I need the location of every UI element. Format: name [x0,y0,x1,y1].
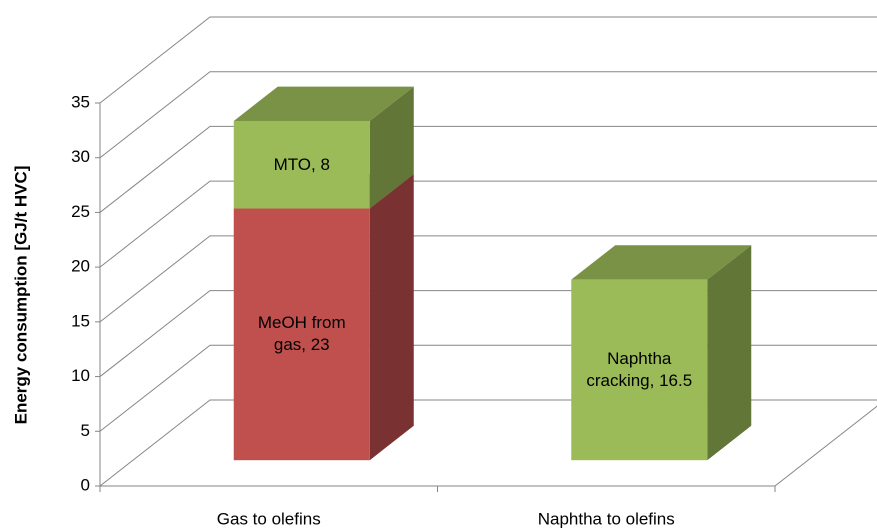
y-tick-label: 15 [71,311,90,330]
grid-line [99,235,877,323]
floor [100,405,877,487]
grid-line [99,125,877,213]
data-label: MeOH from gas, 23 [257,313,346,355]
y-tick-label: 25 [71,202,90,221]
bar [571,279,708,461]
bar-side [707,245,752,461]
grid-line [99,180,877,268]
bar [233,120,370,209]
bar [233,208,370,461]
x-tick-label: Naphtha to olefins [538,509,675,528]
y-tick-label: 20 [71,257,90,276]
bar-side [369,86,414,209]
bar-side [369,174,414,461]
data-label: MTO, 8 [273,154,330,174]
grid-line [99,399,877,487]
y-axis-title: Energy consumption [GJ/t HVC] [11,166,30,425]
y-tick-label: 10 [71,366,90,385]
y-tick-label: 35 [71,92,90,111]
grid-line [99,344,877,432]
bar-top [233,86,414,121]
data-label: Naphtha cracking, 16.5 [586,348,693,390]
grid-line [99,16,877,104]
y-tick-label: 5 [81,421,90,440]
bar-top [571,245,752,280]
y-tick-label: 0 [81,475,90,494]
x-tick-label: Gas to olefins [217,509,321,528]
grid-line [99,71,877,159]
grid-line [99,290,877,377]
y-tick-label: 30 [71,147,90,166]
